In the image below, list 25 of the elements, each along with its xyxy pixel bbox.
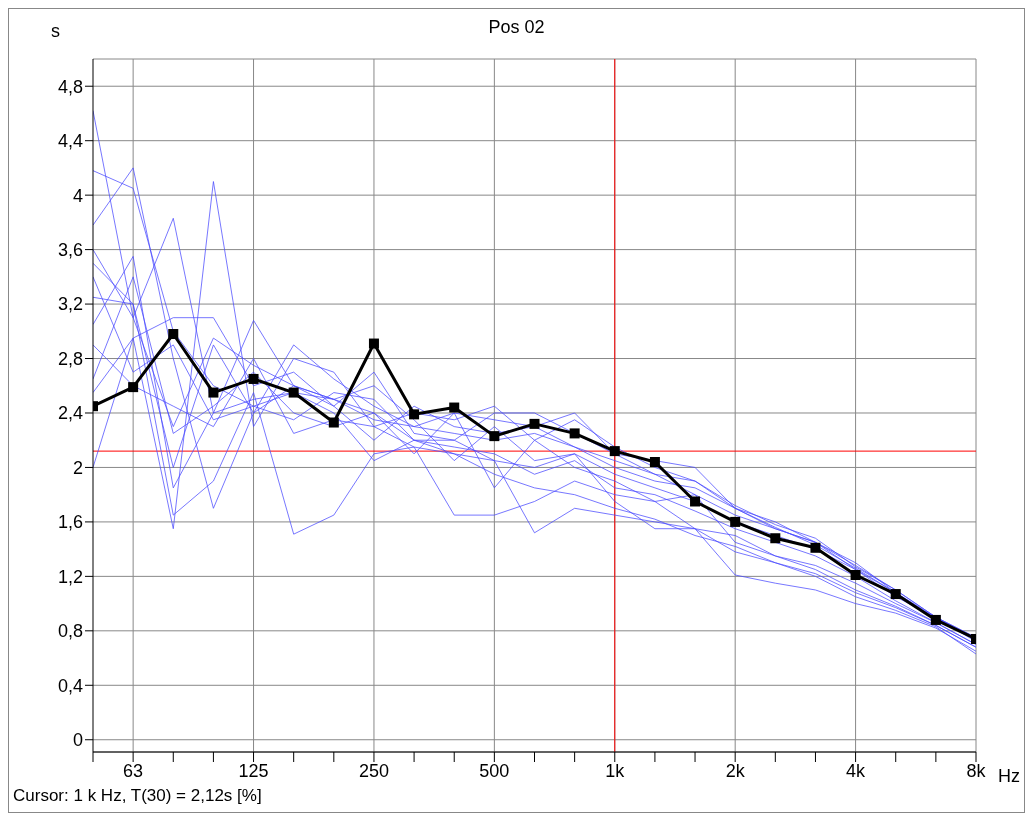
- x-tick-label: 4k: [846, 760, 867, 781]
- x-tick-label: 63: [123, 760, 144, 781]
- y-tick-label: 0,8: [57, 621, 83, 642]
- y-axis-title: s: [51, 21, 60, 42]
- x-tick-label: 250: [358, 760, 389, 781]
- chart-title: Pos 02: [488, 17, 545, 37]
- y-tick-label: 3,6: [57, 240, 83, 260]
- y-tick-label: 1,6: [57, 512, 83, 533]
- y-tick-label: 2,4: [57, 403, 83, 424]
- text: Cursor: 1 k Hz, T(30) = 2,12s [%]: [13, 786, 263, 806]
- x-axis-title: Hz: [998, 766, 1020, 787]
- x-tick-label: 125: [238, 760, 269, 781]
- y-tick-label: 0: [72, 730, 83, 751]
- x-tick-label: 1k: [605, 760, 626, 781]
- y-tick-label: 3,2: [57, 294, 83, 315]
- y-tick-label: 2: [72, 457, 83, 478]
- x-tick-label: 8k: [966, 760, 987, 781]
- y-tick-label: 2,8: [57, 348, 83, 369]
- y-tick-label: 4: [72, 185, 83, 206]
- x-tick-label: 500: [479, 760, 510, 781]
- y-tick-label: 0,4: [57, 675, 83, 696]
- y-tick-label: 4,4: [57, 131, 83, 152]
- y-tick-label: 1,2: [57, 566, 83, 587]
- x-tick-label: 2k: [725, 760, 746, 781]
- y-tick-label: 4,8: [57, 76, 83, 97]
